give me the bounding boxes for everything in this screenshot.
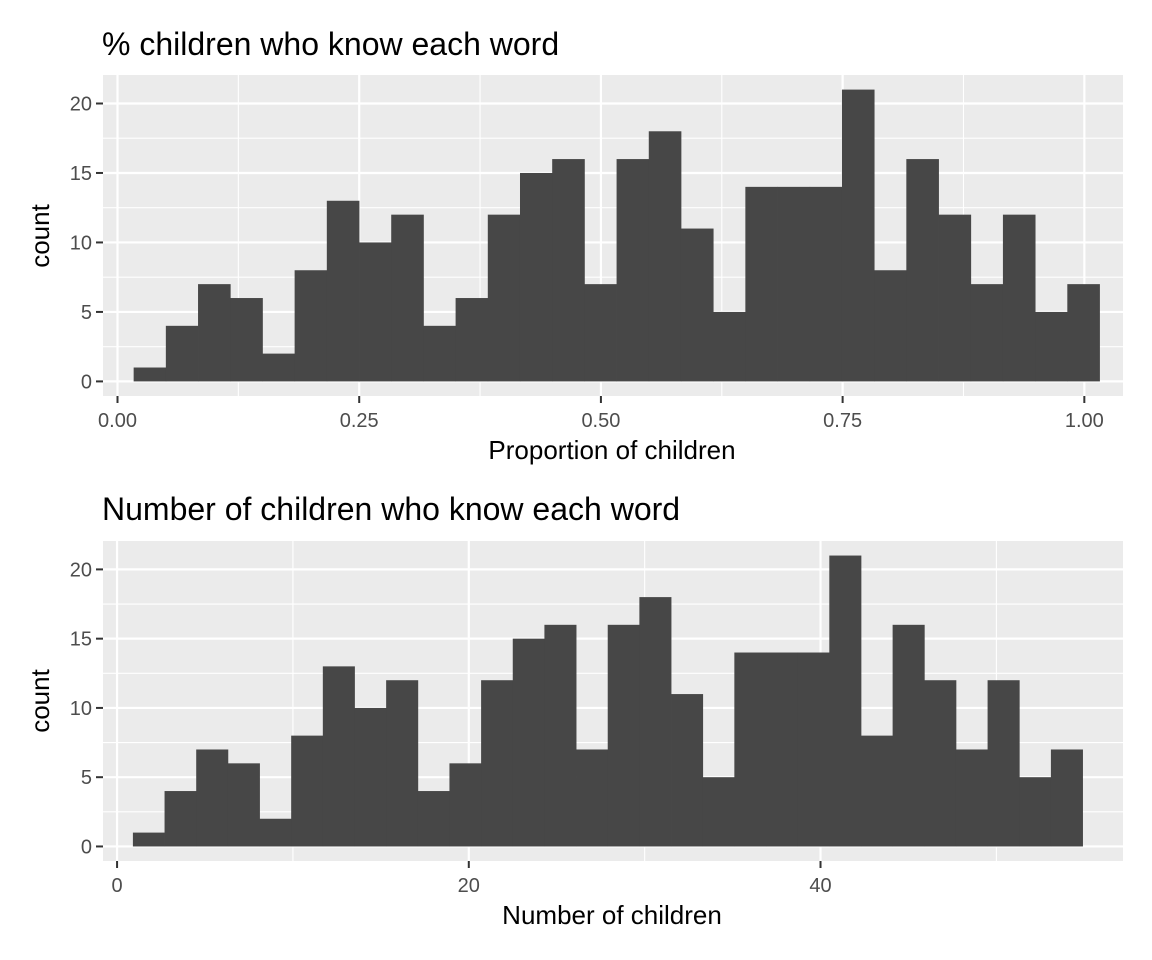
x-tick-label: 0.25 <box>340 410 379 432</box>
histogram-bar <box>860 735 894 847</box>
histogram-bar <box>230 298 263 382</box>
histogram-bar <box>133 367 167 382</box>
histogram-bar <box>874 270 907 382</box>
histogram-bar <box>359 242 392 382</box>
histogram-bar <box>322 666 355 847</box>
histogram-bar <box>544 624 577 847</box>
x-axis: 0.00 0.25 0.50 0.75 1.00 <box>98 396 1104 432</box>
histogram-bar <box>487 214 521 382</box>
y-axis: 0 5 10 15 20 <box>70 559 103 858</box>
y-axis-title: count <box>25 203 55 267</box>
histogram-bar <box>455 298 489 382</box>
y-tick-label: 5 <box>81 302 92 324</box>
y-tick-label: 5 <box>81 767 92 789</box>
histogram-bar <box>584 284 617 382</box>
histogram-bar <box>809 186 843 382</box>
histogram-bar <box>164 791 197 847</box>
histogram-bar <box>841 89 875 382</box>
histogram-bar <box>391 214 424 382</box>
y-tick-label: 10 <box>70 698 92 720</box>
y-tick-label: 10 <box>70 232 92 254</box>
histogram-bar <box>1002 214 1036 382</box>
histogram-bar <box>259 818 292 847</box>
x-tick-label: 0 <box>112 875 123 897</box>
histogram-bar <box>354 707 387 847</box>
x-tick-label: 0.00 <box>98 410 137 432</box>
histogram-bar <box>262 353 296 382</box>
histogram-bar <box>734 652 767 847</box>
y-tick-label: 20 <box>70 559 92 581</box>
x-axis: 0 20 40 <box>112 861 832 897</box>
x-axis-title: Number of children <box>502 900 722 930</box>
histogram-bar <box>449 763 482 847</box>
histogram-bar <box>198 284 231 382</box>
histogram-bar <box>326 200 360 382</box>
histogram-bar <box>955 749 988 847</box>
histogram-bar <box>829 555 862 847</box>
histogram-bar <box>648 131 682 382</box>
histogram-bar <box>386 680 419 847</box>
histogram-bar <box>607 624 640 847</box>
histogram-bar <box>552 159 585 382</box>
y-axis-title: count <box>25 668 55 732</box>
histogram-bar <box>745 186 778 382</box>
x-tick-label: 40 <box>809 875 831 897</box>
x-tick-label: 20 <box>458 875 480 897</box>
histogram-bar <box>924 680 957 847</box>
histogram-bar <box>1019 777 1052 847</box>
histogram-bar <box>987 680 1020 847</box>
histogram-bar <box>713 311 746 382</box>
y-tick-label: 0 <box>81 836 92 858</box>
histogram-bar <box>294 270 328 382</box>
histogram-bar <box>702 777 735 847</box>
histogram-bar <box>132 832 165 847</box>
histogram-bar <box>196 749 229 847</box>
proportion-histogram: % children who know each word 0 5 10 15 20 0… <box>25 26 1123 465</box>
histogram-bar <box>766 652 799 847</box>
histogram-bar <box>227 763 260 847</box>
x-tick-label: 0.50 <box>581 410 620 432</box>
histogram-bar <box>797 652 830 847</box>
histogram-bar <box>423 325 457 382</box>
histogram-bar <box>165 325 199 382</box>
y-tick-label: 0 <box>81 371 92 393</box>
y-tick-label: 20 <box>70 93 92 115</box>
y-tick-label: 15 <box>70 163 92 185</box>
histogram-bar <box>970 284 1004 382</box>
count-histogram: Number of children who know each word 0 5… <box>25 491 1123 930</box>
histogram-bar <box>1067 284 1100 382</box>
histogram-bar <box>576 749 609 847</box>
x-tick-label: 1.00 <box>1065 410 1104 432</box>
histogram-bar <box>291 735 324 847</box>
histogram-bar <box>938 214 972 382</box>
histogram-bar <box>680 228 714 382</box>
histogram-bar <box>481 680 514 847</box>
histogram-bar <box>892 624 925 847</box>
histogram-bar <box>639 597 672 847</box>
histogram-bar <box>671 694 704 847</box>
histogram-bar <box>777 186 811 382</box>
x-axis-title: Proportion of children <box>488 435 735 465</box>
histogram-bar <box>616 159 650 382</box>
histogram-bars <box>133 89 1100 382</box>
histogram-bar <box>417 791 450 847</box>
histogram-bar <box>519 172 553 382</box>
histogram-bar <box>512 638 545 847</box>
chart-title: % children who know each word <box>102 26 559 62</box>
histogram-bar <box>1050 749 1083 847</box>
histogram-bars <box>132 555 1083 847</box>
histogram-bar <box>906 159 939 382</box>
y-tick-label: 15 <box>70 629 92 651</box>
y-axis: 0 5 10 15 20 <box>70 93 103 393</box>
x-tick-label: 0.75 <box>823 410 862 432</box>
chart-title: Number of children who know each word <box>102 491 680 527</box>
histogram-bar <box>1035 311 1068 382</box>
